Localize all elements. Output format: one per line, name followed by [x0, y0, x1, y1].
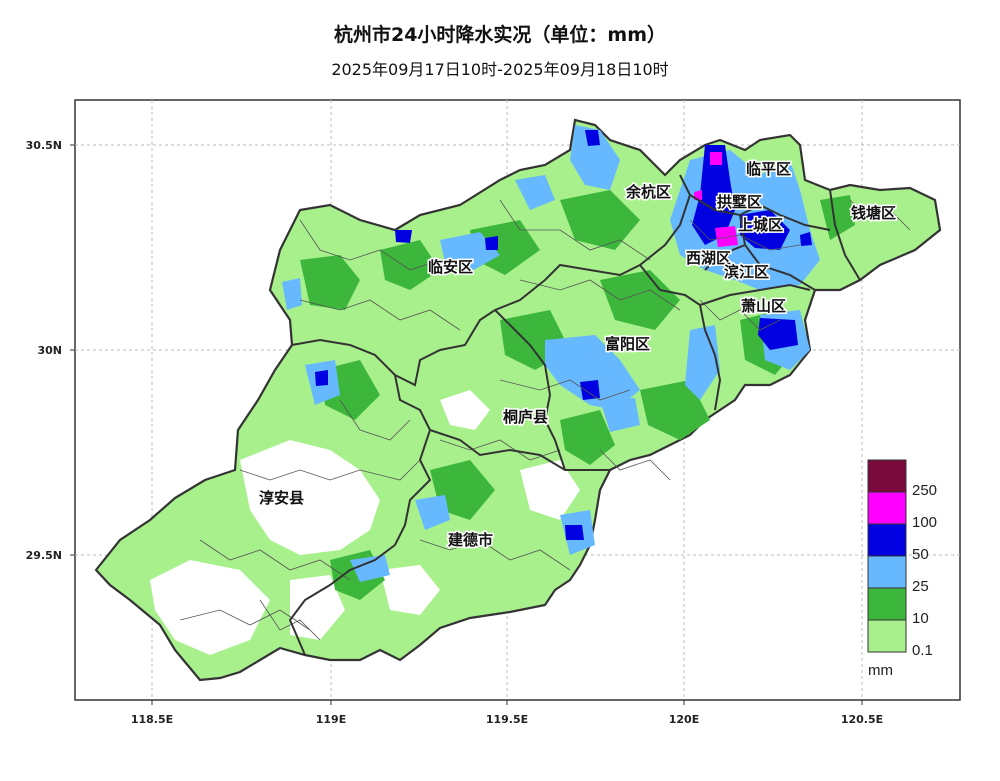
legend-label-10: 10	[912, 610, 929, 627]
town-boundaries	[179, 199, 911, 641]
y-tick-label: 29.5N	[25, 549, 62, 562]
county-boundaries	[288, 174, 861, 656]
district-label-linan: 临安区	[428, 258, 473, 276]
legend-label-100: 100	[912, 514, 938, 531]
district-label-chunan: 淳安县	[259, 489, 304, 507]
legend-swatch-50	[867, 523, 907, 557]
district-label-gongshu: 拱墅区	[717, 193, 762, 211]
legend-swatch-100	[867, 491, 907, 525]
district-label-xihu: 西湖区	[686, 249, 731, 267]
legend-swatch-25	[867, 555, 907, 589]
x-tick-label: 120.5E	[840, 713, 884, 726]
district-label-binjiang: 滨江区	[724, 263, 769, 281]
legend-bar	[867, 459, 907, 653]
legend-swatch-10	[867, 587, 907, 621]
district-labels: 临平区 余杭区 拱墅区 钱塘区 上城区 临安区 西湖区 滨江区 萧山区 富阳区 …	[258, 159, 898, 551]
legend-label-25: 25	[912, 578, 929, 595]
district-label-yuhang: 余杭区	[625, 183, 671, 201]
x-tick-label: 119.5E	[485, 713, 529, 726]
district-label-qiantang: 钱塘区	[851, 204, 896, 222]
y-tick-label: 30.5N	[25, 139, 62, 152]
legend-label-250: 250	[912, 482, 938, 499]
map-subtitle: 2025年09月17日10时-2025年09月18日10时	[331, 60, 669, 79]
x-tick-label: 119E	[315, 713, 347, 726]
district-label-linping: 临平区	[746, 160, 791, 178]
legend-unit: mm	[868, 662, 893, 679]
rain-50-100-areas	[315, 130, 812, 540]
district-label-jiande: 建德市	[448, 531, 493, 549]
district-label-shangcheng: 上城区	[738, 216, 783, 234]
no-rain-areas	[150, 390, 580, 655]
legend-label-50: 50	[912, 546, 929, 563]
legend-label-0.1: 0.1	[912, 642, 933, 659]
tick-marks	[70, 144, 863, 705]
rain-100-250-areas	[694, 152, 738, 247]
x-tick-label: 120E	[668, 713, 700, 726]
legend-swatch-250	[867, 459, 907, 493]
district-label-fuyang: 富阳区	[605, 335, 650, 353]
y-tick-label: 30N	[37, 344, 62, 357]
x-tick-label: 118.5E	[130, 713, 174, 726]
district-label-xiaoshan: 萧山区	[741, 297, 786, 315]
map-title: 杭州市24小时降水实况（单位：mm）	[333, 24, 667, 46]
district-label-tonglu: 桐庐县	[503, 408, 548, 426]
legend-swatch-0.1	[867, 619, 907, 653]
